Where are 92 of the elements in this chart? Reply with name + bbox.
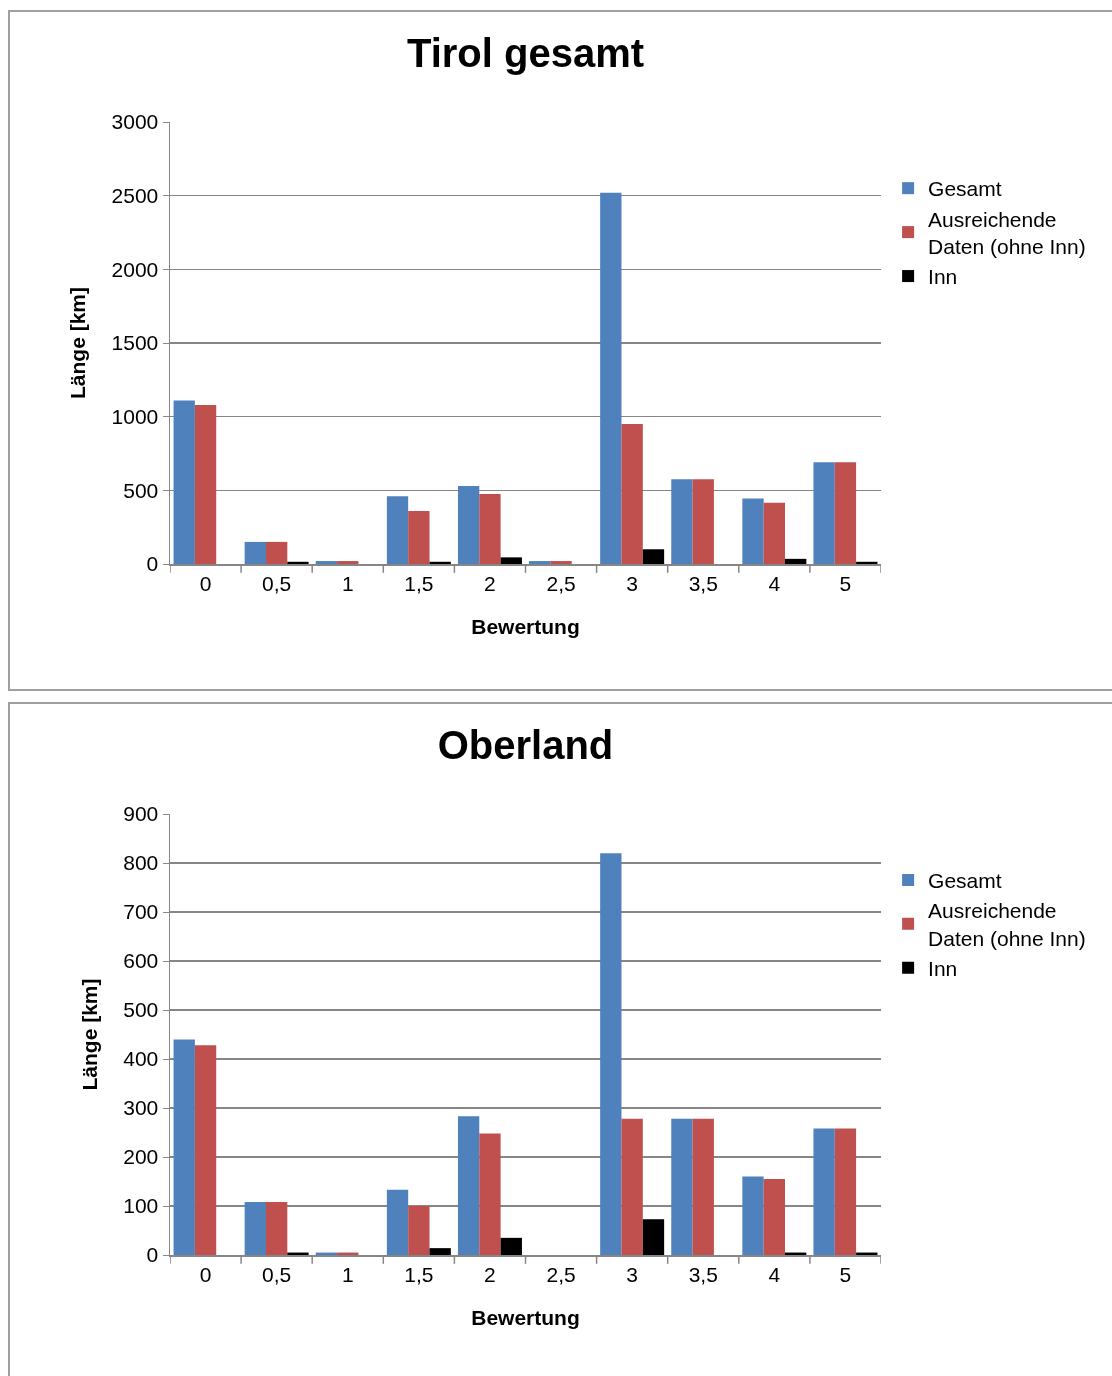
bar xyxy=(386,496,409,564)
x-tick-label: 5 xyxy=(839,1262,852,1286)
x-tick-label: 2,5 xyxy=(546,571,576,595)
x-tick-label: 4 xyxy=(768,571,781,595)
bar xyxy=(834,1128,857,1255)
bar xyxy=(287,561,309,564)
y-tick-label: 0 xyxy=(146,1243,159,1267)
y-tick-label: 500 xyxy=(123,478,159,502)
x-tick-label: 2 xyxy=(484,571,496,595)
y-tick-label: 300 xyxy=(123,1096,159,1120)
bar xyxy=(642,1219,665,1255)
bar xyxy=(173,1039,195,1255)
bar xyxy=(671,1118,693,1255)
y-tick-label: 2500 xyxy=(111,184,159,208)
x-tick-label: 1 xyxy=(341,571,354,595)
bar xyxy=(621,1118,643,1255)
y-tick-label: 700 xyxy=(123,900,159,924)
bar xyxy=(813,1128,835,1255)
bar xyxy=(408,510,430,564)
chart-title: Oberland xyxy=(437,723,614,768)
bar xyxy=(244,541,266,564)
x-tick-label: 3,5 xyxy=(688,1262,718,1286)
chart-title: Tirol gesamt xyxy=(406,31,645,76)
bar xyxy=(408,1206,430,1255)
bar xyxy=(692,479,714,564)
bar xyxy=(550,561,572,564)
y-tick-label: 1500 xyxy=(111,331,159,355)
y-tick-label: 500 xyxy=(123,998,159,1022)
x-tick-label: 0 xyxy=(199,1262,212,1286)
bar xyxy=(529,561,551,564)
legend-label: Inn xyxy=(928,956,958,980)
x-tick-label: 3 xyxy=(626,1262,638,1286)
bar xyxy=(479,1133,501,1255)
bar xyxy=(763,1179,786,1255)
x-tick-label: 0 xyxy=(199,571,212,595)
bar xyxy=(244,1202,266,1255)
x-axis-title: Bewertung xyxy=(471,614,580,638)
bar xyxy=(600,192,622,564)
bar xyxy=(785,558,807,564)
bar xyxy=(457,485,480,564)
legend-label: Gesamt xyxy=(928,869,1002,893)
y-tick-label: 100 xyxy=(123,1194,159,1218)
x-tick-label: 1,5 xyxy=(404,1262,434,1286)
y-tick-label: 800 xyxy=(123,851,159,875)
x-tick-label: 4 xyxy=(768,1262,781,1286)
bar xyxy=(742,498,764,564)
bar xyxy=(194,404,217,564)
x-tick-label: 2,5 xyxy=(546,1262,576,1286)
bar xyxy=(600,853,622,1255)
legend-label: Ausreichende Daten (ohne Inn) xyxy=(928,899,1086,950)
y-tick-label: 900 xyxy=(123,802,159,826)
bar xyxy=(500,557,522,564)
bar xyxy=(813,462,835,564)
x-tick-label: 5 xyxy=(839,571,852,595)
x-tick-label: 0,5 xyxy=(262,571,292,595)
bar xyxy=(742,1176,764,1255)
bar xyxy=(265,1202,288,1255)
y-tick-label: 3000 xyxy=(111,110,159,134)
bar xyxy=(457,1116,480,1255)
bar xyxy=(429,1248,451,1255)
bar xyxy=(834,462,857,564)
x-tick-label: 1,5 xyxy=(404,571,434,595)
x-tick-label: 0,5 xyxy=(262,1262,292,1286)
bar xyxy=(763,502,786,564)
x-tick-label: 3,5 xyxy=(688,571,718,595)
bar xyxy=(194,1045,217,1255)
x-tick-label: 2 xyxy=(484,1262,496,1286)
y-tick-label: 2000 xyxy=(111,257,159,281)
y-tick-label: 600 xyxy=(123,949,159,973)
bar xyxy=(173,400,195,564)
y-tick-label: 0 xyxy=(146,552,159,576)
y-tick-label: 400 xyxy=(123,1047,159,1071)
legend-label: Ausreichende Daten (ohne Inn) xyxy=(928,207,1086,258)
y-axis-title: Länge [km] xyxy=(65,286,89,400)
bar xyxy=(386,1189,409,1255)
bar xyxy=(671,479,693,564)
bar xyxy=(621,424,643,564)
bar xyxy=(337,561,359,564)
bar xyxy=(265,541,288,564)
x-tick-label: 3 xyxy=(626,571,638,595)
x-tick-label: 1 xyxy=(341,1262,354,1286)
legend-label: Inn xyxy=(928,265,958,289)
bar xyxy=(642,549,665,564)
bar xyxy=(315,561,338,564)
bar xyxy=(500,1237,522,1255)
y-tick-label: 200 xyxy=(123,1145,159,1169)
bar xyxy=(479,494,501,564)
y-axis-title: Länge [km] xyxy=(77,978,101,1091)
x-axis-title: Bewertung xyxy=(471,1305,580,1329)
y-tick-label: 1000 xyxy=(111,405,159,429)
legend-label: Gesamt xyxy=(928,177,1002,201)
bar xyxy=(692,1118,714,1255)
